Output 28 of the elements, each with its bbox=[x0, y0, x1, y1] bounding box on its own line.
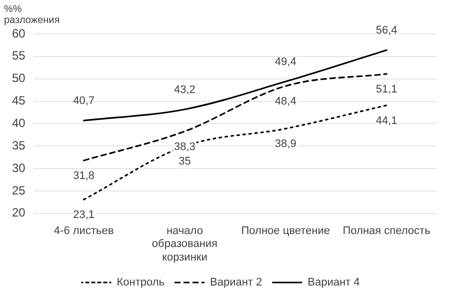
legend-label: Контроль bbox=[116, 276, 165, 289]
data-label: 44,1 bbox=[376, 114, 398, 127]
y-tick-label: 45 bbox=[12, 94, 26, 108]
data-label: 56,4 bbox=[376, 24, 398, 37]
legend-label: Вариант 2 bbox=[210, 276, 262, 289]
y-tick-label: 55 bbox=[12, 48, 26, 63]
y-tick-label: 20 bbox=[12, 206, 26, 220]
y-tick-label: 60 bbox=[12, 26, 26, 40]
x-tick-label: 4-6 листьев bbox=[54, 225, 114, 238]
data-label: 40,7 bbox=[73, 95, 95, 108]
y-tick-label: 25 bbox=[12, 183, 26, 198]
x-tick-label: начало образования корзинки bbox=[152, 225, 218, 264]
x-tick-label: Полное цветение bbox=[241, 225, 330, 238]
y-axis-title: %% разложения bbox=[4, 4, 60, 26]
x-tick-label: Полная спелость bbox=[342, 225, 431, 238]
data-label: 31,8 bbox=[73, 170, 95, 182]
data-label: 48,4 bbox=[274, 96, 296, 108]
data-label: 23,1 bbox=[73, 209, 95, 222]
legend-label: Вариант 4 bbox=[308, 276, 360, 289]
y-tick-label: 35 bbox=[12, 138, 26, 152]
data-label: 43,2 bbox=[174, 84, 196, 96]
y-tick-label: 30 bbox=[12, 160, 26, 175]
y-tick-label: 40 bbox=[12, 116, 26, 130]
data-label: 49,4 bbox=[274, 56, 296, 68]
data-label: 35 bbox=[178, 156, 191, 168]
data-label: 38,9 bbox=[274, 138, 296, 150]
data-label: 51,1 bbox=[376, 83, 398, 96]
y-tick-label: 50 bbox=[12, 71, 26, 86]
